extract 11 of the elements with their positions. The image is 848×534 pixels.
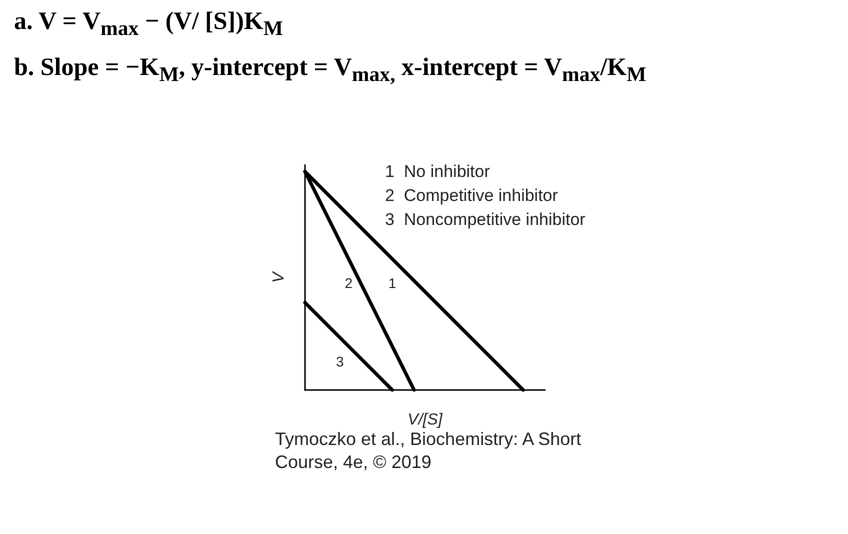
series-label: 1 <box>388 274 396 291</box>
series-label: 2 <box>344 274 353 291</box>
annotation: 1 No inhibitor <box>385 161 491 183</box>
text: b. Slope = −K$_{M}$, y-intercept = V$_{max,}$ x-intercept = V$_{max}$/K$_{M}$ <box>14 53 646 88</box>
y-axis-title: V <box>270 270 288 283</box>
text: a. V = V$_{max}$ − (V/ [S])K$_{M}$ <box>14 7 284 42</box>
series-label: 3 <box>336 354 344 370</box>
x-axis-title: V/[S] <box>408 412 443 428</box>
annotation: 2 Competitive inhibitor <box>385 185 559 207</box>
annotation: 3 Noncompetitive inhibitor <box>385 209 586 231</box>
text: Tymoczko et al., Biochemistry: A Short Course, 4e, © 2019 <box>275 428 582 474</box>
